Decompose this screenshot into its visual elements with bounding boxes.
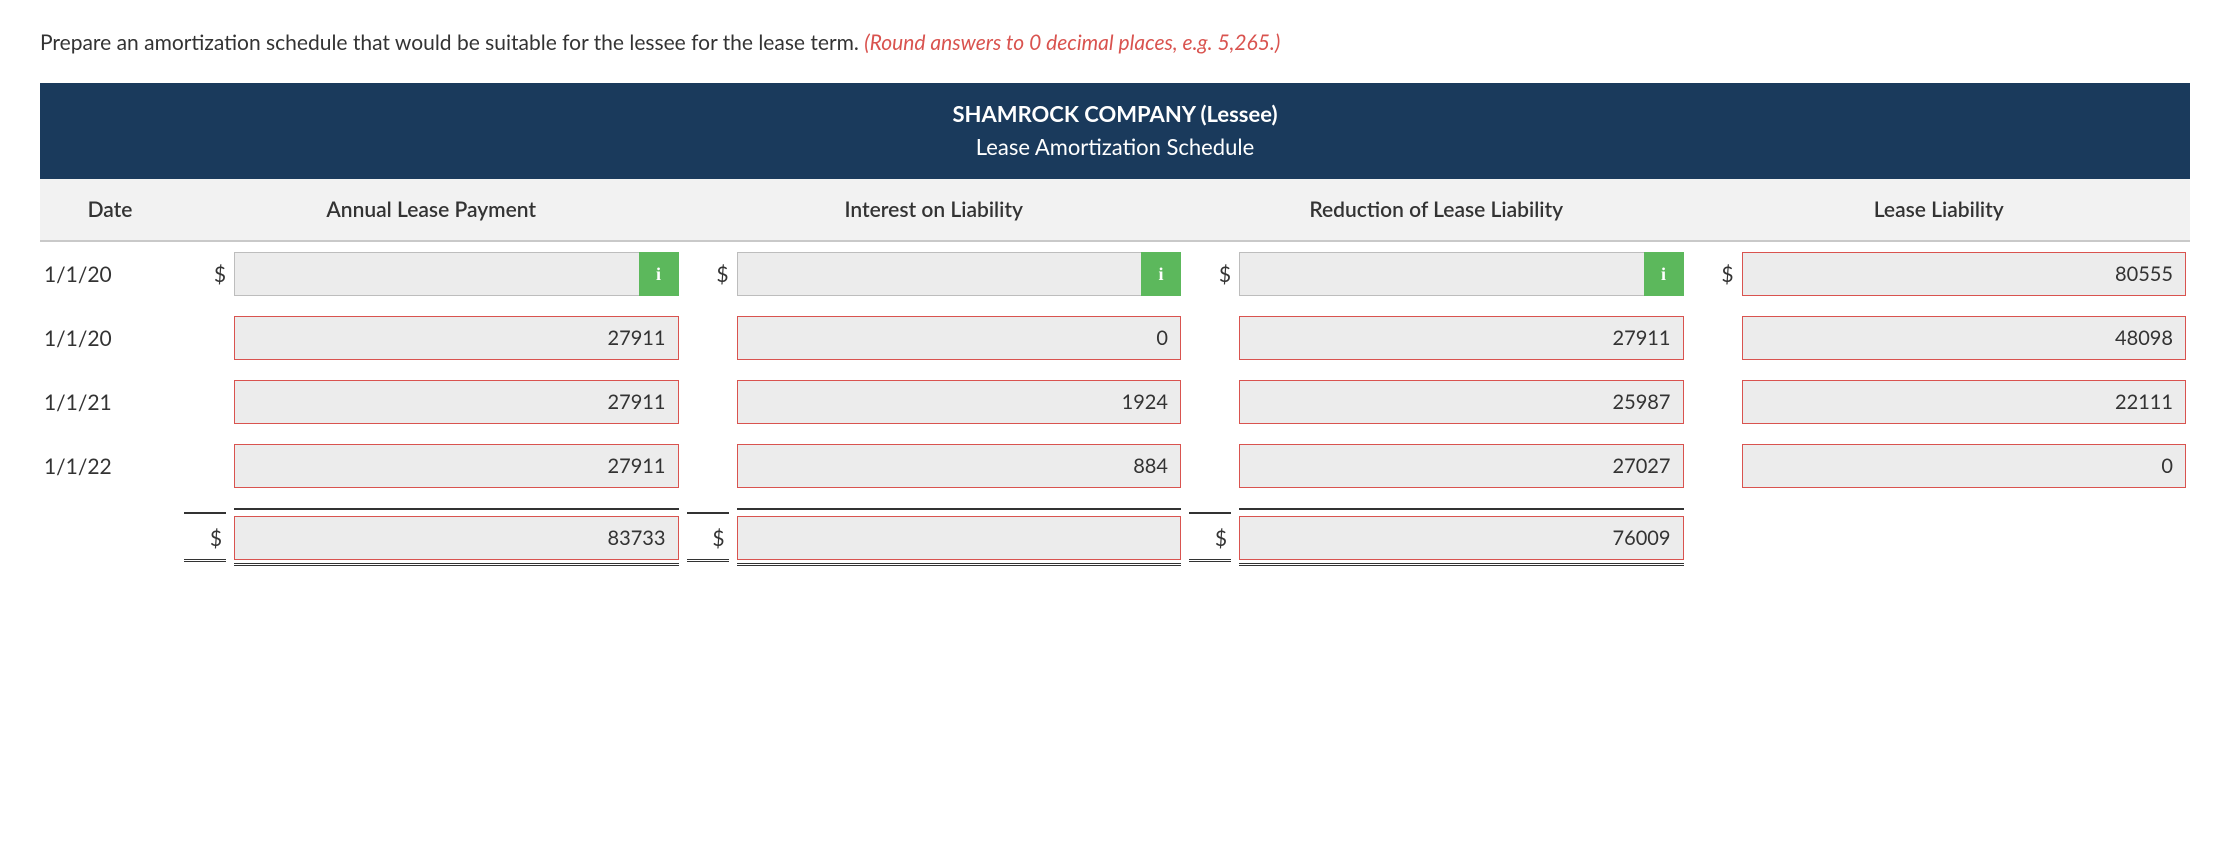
payment-input[interactable] xyxy=(234,444,679,488)
table-banner: SHAMROCK COMPANY (Lessee) Lease Amortiza… xyxy=(40,83,2190,179)
liability-input[interactable] xyxy=(1742,380,2187,424)
prompt-hint: (Round answers to 0 decimal places, e.g.… xyxy=(864,30,1280,55)
date-cell: 1/1/20 xyxy=(40,306,180,370)
col-reduction: Reduction of Lease Liability xyxy=(1185,179,1688,241)
payment-input[interactable] xyxy=(234,380,679,424)
col-date: Date xyxy=(40,179,180,241)
currency-symbol: $ xyxy=(683,498,733,574)
reduction-input[interactable] xyxy=(1239,252,1644,296)
table-row: 1/1/20$i$i$i$ xyxy=(40,241,2190,306)
table-row: 1/1/22 xyxy=(40,434,2190,498)
table-row: 1/1/21 xyxy=(40,370,2190,434)
currency-symbol: $ xyxy=(180,498,230,574)
interest-input[interactable] xyxy=(737,252,1142,296)
currency-symbol xyxy=(683,306,733,370)
date-cell: 1/1/22 xyxy=(40,434,180,498)
currency-symbol xyxy=(1185,434,1235,498)
interest-total[interactable] xyxy=(737,516,1182,560)
table-row: 1/1/20 xyxy=(40,306,2190,370)
prompt-text: Prepare an amortization schedule that wo… xyxy=(40,30,864,55)
currency-symbol xyxy=(1688,306,1738,370)
col-payment: Annual Lease Payment xyxy=(180,179,683,241)
info-icon[interactable]: i xyxy=(1644,252,1684,296)
currency-symbol xyxy=(1185,306,1235,370)
banner-subtitle: Lease Amortization Schedule xyxy=(40,130,2190,163)
currency-symbol xyxy=(1688,370,1738,434)
currency-symbol xyxy=(683,370,733,434)
date-cell: 1/1/20 xyxy=(40,241,180,306)
interest-input[interactable] xyxy=(737,444,1182,488)
currency-symbol: $ xyxy=(683,241,733,306)
payment-total[interactable] xyxy=(234,516,679,560)
banner-company: SHAMROCK COMPANY (Lessee) xyxy=(40,97,2190,130)
currency-symbol xyxy=(180,306,230,370)
currency-symbol xyxy=(683,434,733,498)
table-header-row: Date Annual Lease Payment Interest on Li… xyxy=(40,179,2190,241)
reduction-input[interactable] xyxy=(1239,316,1684,360)
totals-row: $ $ $ xyxy=(40,498,2190,574)
currency-symbol xyxy=(1688,434,1738,498)
currency-symbol xyxy=(180,434,230,498)
liability-input[interactable] xyxy=(1742,252,2187,296)
question-prompt: Prepare an amortization schedule that wo… xyxy=(40,30,2190,55)
liability-input[interactable] xyxy=(1742,444,2187,488)
reduction-total[interactable] xyxy=(1239,516,1684,560)
currency-symbol: $ xyxy=(1688,241,1738,306)
currency-symbol xyxy=(180,370,230,434)
info-icon[interactable]: i xyxy=(1141,252,1181,296)
currency-symbol: $ xyxy=(1185,498,1235,574)
reduction-input[interactable] xyxy=(1239,380,1684,424)
currency-symbol: $ xyxy=(1185,241,1235,306)
payment-input[interactable] xyxy=(234,252,639,296)
amortization-table: Date Annual Lease Payment Interest on Li… xyxy=(40,179,2190,574)
liability-input[interactable] xyxy=(1742,316,2187,360)
payment-input[interactable] xyxy=(234,316,679,360)
date-cell: 1/1/21 xyxy=(40,370,180,434)
col-liability: Lease Liability xyxy=(1688,179,2191,241)
interest-input[interactable] xyxy=(737,380,1182,424)
info-icon[interactable]: i xyxy=(639,252,679,296)
currency-symbol xyxy=(1185,370,1235,434)
col-interest: Interest on Liability xyxy=(683,179,1186,241)
currency-symbol: $ xyxy=(180,241,230,306)
interest-input[interactable] xyxy=(737,316,1182,360)
reduction-input[interactable] xyxy=(1239,444,1684,488)
